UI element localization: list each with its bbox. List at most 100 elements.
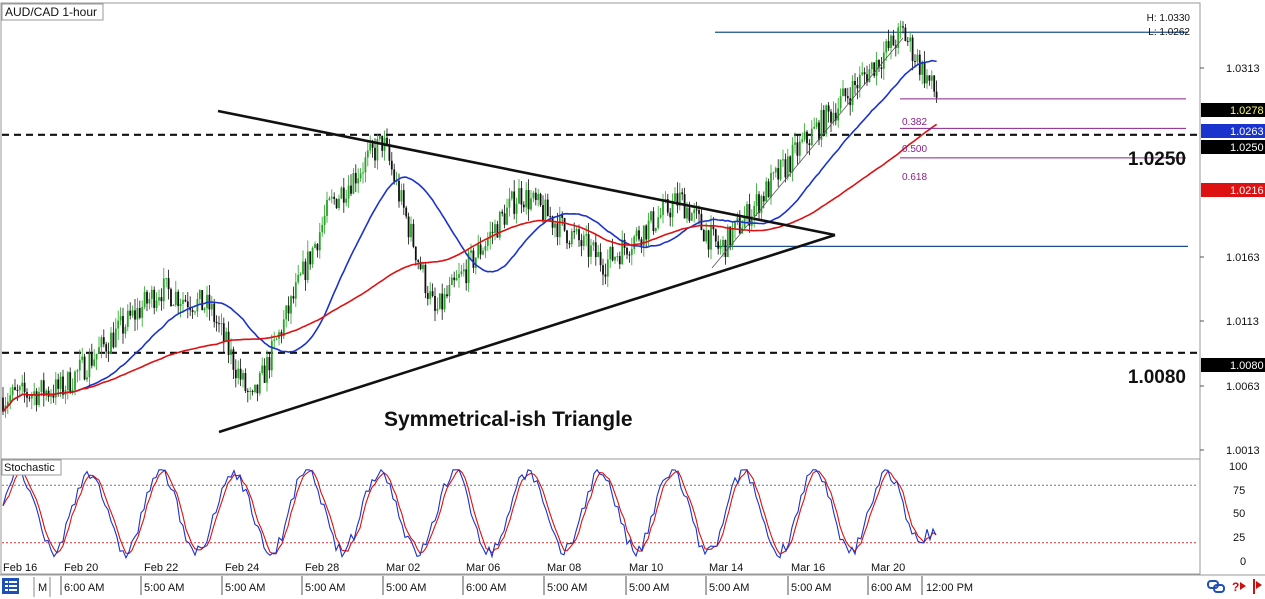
candle-body xyxy=(117,320,120,329)
candle-body xyxy=(880,67,883,69)
candle-body xyxy=(801,139,804,142)
candle-body xyxy=(712,225,715,230)
candle-body xyxy=(414,246,417,261)
candle-body xyxy=(342,187,345,203)
candle-body xyxy=(822,109,825,135)
candle-body xyxy=(287,305,290,314)
candle-body xyxy=(911,37,914,62)
candle-body xyxy=(690,213,693,221)
candle-body xyxy=(446,294,448,297)
candle-body xyxy=(388,144,391,161)
candle-body xyxy=(642,225,645,246)
candle-body xyxy=(177,291,180,307)
red-moving-average xyxy=(2,123,938,413)
time-tick: Mar 16 xyxy=(791,562,825,574)
low-label: L: 1.0262 xyxy=(1148,27,1190,38)
time-axis: Feb 16 Feb 20 Feb 22 Feb 24 Feb 28 Mar 0… xyxy=(3,562,973,595)
candle-body xyxy=(544,199,547,221)
candle-body xyxy=(28,397,31,399)
candle-body xyxy=(206,294,208,309)
candle-body xyxy=(774,168,777,173)
candle-body xyxy=(503,213,506,225)
candle-body xyxy=(746,204,748,217)
candle-body xyxy=(357,178,360,184)
candle-body xyxy=(42,380,45,396)
indicator-title: Stochastic xyxy=(4,462,55,474)
candle-body xyxy=(482,250,484,255)
badge-red-ma xyxy=(1201,183,1265,197)
candle-body xyxy=(762,196,765,202)
candle-body xyxy=(506,207,508,225)
candle-body xyxy=(635,230,638,237)
candle-body xyxy=(182,299,184,304)
candle-body xyxy=(870,62,873,70)
stoch-tick: 25 xyxy=(1233,532,1245,544)
candle-body xyxy=(280,332,283,337)
candle-body xyxy=(606,259,609,277)
candle-body xyxy=(424,264,427,294)
candle-body xyxy=(160,297,163,302)
candle-body xyxy=(299,274,302,276)
candle-body xyxy=(69,372,72,393)
candle-body xyxy=(213,303,216,322)
candle-body xyxy=(165,278,168,280)
candle-body xyxy=(671,201,674,218)
candle-body xyxy=(62,376,64,395)
candle-body xyxy=(815,122,818,127)
candle-body xyxy=(232,349,235,370)
candle-body xyxy=(731,229,734,246)
candle-body xyxy=(918,54,921,75)
candle-body xyxy=(40,380,43,392)
badge-red-ma-text: 1.0216 xyxy=(1230,185,1264,197)
time-tick: Mar 08 xyxy=(547,562,581,574)
fibonacci-retracement[interactable] xyxy=(711,37,1186,269)
title-box xyxy=(1,3,104,21)
candle-body xyxy=(738,217,741,234)
candle-body xyxy=(16,389,19,391)
candle-body xyxy=(791,144,794,172)
candle-body xyxy=(179,303,182,307)
link-icon[interactable] xyxy=(1207,580,1225,593)
question-arrow-icon[interactable]: ? xyxy=(1232,580,1246,594)
badge-resistance-text: 1.0250 xyxy=(1230,142,1264,154)
candle-body xyxy=(662,201,664,216)
candle-body xyxy=(669,212,672,218)
candle-body xyxy=(107,351,110,354)
candle-body xyxy=(570,231,573,245)
pin-icon[interactable] xyxy=(1253,579,1262,594)
candle-body xyxy=(930,75,933,81)
candle-body xyxy=(611,246,614,261)
candle-body xyxy=(110,332,112,354)
grid-menu-icon[interactable] xyxy=(2,578,19,594)
candle-body xyxy=(772,172,775,174)
candle-body xyxy=(650,211,652,221)
candle-body xyxy=(897,27,900,48)
candle-body xyxy=(412,223,415,247)
candle-body xyxy=(362,172,364,174)
price-tick: 1.0313 xyxy=(1226,63,1260,75)
candle-body xyxy=(54,379,57,398)
candle-body xyxy=(489,231,492,239)
time-tick: Mar 14 xyxy=(709,562,743,574)
fib-label-0618: 0.618 xyxy=(902,172,927,183)
mode-letter[interactable]: M xyxy=(38,582,47,594)
candle-body xyxy=(765,181,768,202)
candle-body xyxy=(114,328,117,348)
candle-body xyxy=(926,75,928,84)
time-tick: 12:00 PM xyxy=(926,582,973,594)
candle-body xyxy=(657,217,660,229)
candle-body xyxy=(602,265,604,275)
candle-body xyxy=(590,245,592,257)
candle-body xyxy=(755,194,758,206)
time-tick: Feb 20 xyxy=(64,562,98,574)
candle-body xyxy=(270,340,273,371)
candle-body xyxy=(258,373,261,394)
candle-body xyxy=(462,269,465,272)
candle-body xyxy=(417,260,420,262)
candle-body xyxy=(844,88,847,97)
candle-body xyxy=(782,159,784,161)
candle-body xyxy=(364,157,367,173)
candle-body xyxy=(928,75,931,81)
